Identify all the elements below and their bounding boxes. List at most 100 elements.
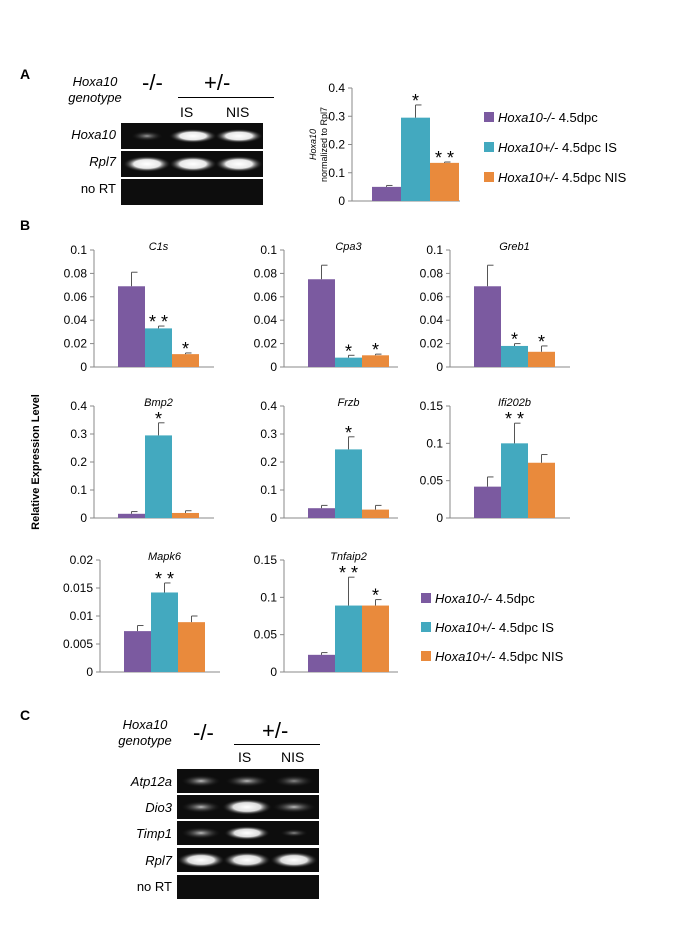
genotype-word: genotype xyxy=(68,90,122,105)
tnfaip2-bar-0 xyxy=(308,654,335,672)
y-tick-label: 0.15 xyxy=(420,399,444,413)
legend-b-item-ko: Hoxa10-/- 4.5dpc xyxy=(421,589,563,607)
cpa3-significance-1: * xyxy=(345,341,352,361)
y-tick-label: 0.02 xyxy=(70,553,94,567)
group-ko-c: -/- xyxy=(193,720,214,745)
legend-rest: 4.5dpc NIS xyxy=(495,648,564,664)
mapk6-bar-1 xyxy=(151,592,178,672)
c1s-significance-1: * * xyxy=(149,312,168,332)
bmp2-significance-1: * xyxy=(155,409,162,429)
y-tick-label: 0.02 xyxy=(64,337,88,351)
ifi202b-bar-2 xyxy=(528,462,555,518)
greb1-bar-1 xyxy=(501,345,528,367)
chart-tnfaip2: 0 0.05 0.1 0.15 Tnfaip2* * * xyxy=(254,551,398,679)
y-tick-label: 0.1 xyxy=(328,166,345,180)
gel-label-dio3: Dio3 xyxy=(145,800,172,815)
chart-frzb: 0 0.1 0.2 0.3 0.4 Frzb * xyxy=(260,397,398,525)
gel-label-hoxa10: Hoxa10 xyxy=(71,127,116,142)
y-tick-label: 0.15 xyxy=(254,553,278,567)
chart-cpa3: 0 0.02 0.04 0.06 0.08 0.1 Cpa3 * * xyxy=(254,241,398,374)
ifi202b-significance-1: * * xyxy=(505,409,524,429)
group-het-a: +/- xyxy=(204,70,231,95)
cpa3-significance-2: * xyxy=(372,340,379,360)
panel-b-ylabel: Relative Expression Level xyxy=(30,394,42,530)
y-tick-label: 0.1 xyxy=(260,483,277,497)
legend-a-item-is: Hoxa10+/- 4.5dpc IS xyxy=(484,138,626,156)
mapk6-bar-2 xyxy=(178,622,205,672)
legend-gene: Hoxa10+/- xyxy=(435,619,496,635)
y-tick-label: 0.05 xyxy=(420,474,444,488)
legend-swatch-orange xyxy=(421,651,431,661)
legend-rest: 4.5dpc IS xyxy=(495,619,554,635)
y-axis-label: Hoxa10 normalized to Rpl7 xyxy=(308,107,329,182)
y-tick-label: 0.08 xyxy=(64,266,88,280)
greb1-significance-1: * xyxy=(511,330,518,350)
cpa3-bar-2 xyxy=(362,355,389,367)
y-tick-label: 0.005 xyxy=(63,637,93,651)
legend-swatch-teal xyxy=(421,622,431,632)
y-tick-label: 0 xyxy=(86,665,93,679)
c1s-significance-2: * xyxy=(182,339,189,359)
y-tick-label: 0 xyxy=(338,194,345,208)
y-tick-label: 0.3 xyxy=(260,427,277,441)
c1s-bar-2 xyxy=(172,354,199,367)
legend-rest: 4.5dpc xyxy=(492,590,535,606)
legend-gene: Hoxa10+/- xyxy=(498,169,559,185)
hoxa10-significance-1: * xyxy=(412,91,419,111)
y-tick-label: 0.08 xyxy=(254,266,278,280)
y-tick-label: 0.04 xyxy=(420,313,444,327)
greb1-bar-0 xyxy=(474,286,501,367)
legend-gene: Hoxa10+/- xyxy=(498,139,559,155)
legend-a: Hoxa10-/- 4.5dpc Hoxa10+/- 4.5dpc IS Hox… xyxy=(484,108,626,186)
chart-title: Ifi202b xyxy=(498,397,531,409)
chart-title: Tnfaip2 xyxy=(330,551,367,563)
gel-label-no-rt-c: no RT xyxy=(136,879,172,894)
lane-is-c: IS xyxy=(238,749,252,765)
bmp2-bar-0 xyxy=(118,513,145,518)
gel-image-a xyxy=(121,123,263,205)
legend-b-item-nis: Hoxa10+/- 4.5dpc NIS xyxy=(421,647,563,665)
genotype-gene: Hoxa10 xyxy=(122,717,168,732)
y-tick-label: 0.1 xyxy=(70,243,87,257)
gel-label-rpl7: Rpl7 xyxy=(89,154,116,169)
lane-nis-a: NIS xyxy=(226,104,250,120)
mapk6-significance-1: * * xyxy=(155,569,174,589)
legend-swatch-orange xyxy=(484,172,494,182)
y-tick-label: 0.1 xyxy=(260,243,277,257)
legend-gene: Hoxa10+/- xyxy=(435,648,496,664)
y-tick-label: 0.2 xyxy=(328,138,345,152)
y-tick-label: 0.02 xyxy=(420,337,444,351)
hoxa10-bar-0 xyxy=(372,186,401,201)
y-tick-label: 0.05 xyxy=(254,628,278,642)
y-tick-label: 0.08 xyxy=(420,266,444,280)
genotype-gene: Hoxa10 xyxy=(72,74,118,89)
bmp2-bar-2 xyxy=(172,512,199,518)
y-tick-label: 0.4 xyxy=(328,81,345,95)
chart-greb1: 0 0.02 0.04 0.06 0.08 0.1 Greb1 * * xyxy=(420,241,570,374)
legend-gene: Hoxa10-/- xyxy=(498,109,556,125)
y-tick-label: 0.2 xyxy=(70,455,87,469)
tnfaip2-bar-1 xyxy=(335,605,362,672)
chart-ifi202b: 0 0.05 0.1 0.15 Ifi202b* * xyxy=(420,397,570,525)
chart-title: Frzb xyxy=(338,397,360,409)
hoxa10-bar-2 xyxy=(430,162,459,201)
genotype-label-c: Hoxa10 genotype xyxy=(110,717,180,749)
c1s-bar-1 xyxy=(145,328,172,367)
gel-image-c xyxy=(177,769,319,899)
panel-letter-a: A xyxy=(20,66,31,82)
gel-label-rpl7-c: Rpl7 xyxy=(145,853,172,868)
genotype-label-a: Hoxa10 genotype xyxy=(60,74,130,106)
y-tick-label: 0.4 xyxy=(260,399,277,413)
legend-a-item-nis: Hoxa10+/- 4.5dpc NIS xyxy=(484,168,626,186)
y-tick-label: 0.3 xyxy=(70,427,87,441)
y-tick-label: 0.015 xyxy=(63,581,93,595)
gel-label-no-rt: no RT xyxy=(80,181,116,196)
legend-swatch-purple xyxy=(484,112,494,122)
y-tick-label: 0.02 xyxy=(254,337,278,351)
y-tick-label: 0.04 xyxy=(64,313,88,327)
y-tick-label: 0.06 xyxy=(254,290,278,304)
y-tick-label: 0 xyxy=(270,665,277,679)
legend-gene: Hoxa10-/- xyxy=(435,590,493,606)
y-tick-label: 0.06 xyxy=(420,290,444,304)
chart-bmp2: 0 0.1 0.2 0.3 0.4 Bmp2* xyxy=(70,397,214,525)
